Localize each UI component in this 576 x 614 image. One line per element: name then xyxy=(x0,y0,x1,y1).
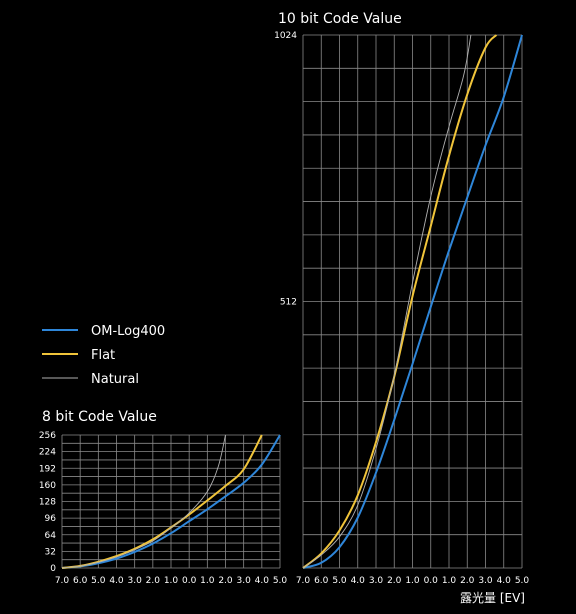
chart10-x-tick-label: 3.0 xyxy=(478,576,493,586)
chart8-x-tick-label: 1.0 xyxy=(164,576,179,586)
chart10-x-tick-label: 2.0 xyxy=(460,576,475,586)
chart8-x-tick-label: 3.0 xyxy=(237,576,252,586)
chart8-y-tick-label: 32 xyxy=(45,547,56,557)
chart8-x-tick-label: 3.0 xyxy=(128,576,143,586)
chart8-x-tick-label: 5.0 xyxy=(91,576,106,586)
chart8-y-tick-label: 256 xyxy=(39,431,56,441)
legend-label-om-log400: OM-Log400 xyxy=(91,324,165,339)
plot-8bit: 7.0 6.0 5.0 4.0 3.0 2.0 1.0 0.0 1.0 2.0 3.0 4.0 5.00… xyxy=(39,431,288,586)
chart8-x-tick-label: 2.0 xyxy=(218,576,233,586)
chart8-y-tick-label: 64 xyxy=(45,531,57,541)
plot-10bit: 7.0 6.0 5.0 4.0 3.0 2.0 1.0 0.0 1.0 2.0 3.0 4.0 5.05… xyxy=(274,31,529,586)
chart10-x-tick-label: 4.0 xyxy=(497,576,512,586)
chart8-series-natural xyxy=(61,434,226,569)
chart8-y-tick-label: 160 xyxy=(39,481,56,491)
chart8-y-tick-label: 224 xyxy=(39,448,56,458)
chart10-x-tick-label: 1.0 xyxy=(405,576,420,586)
chart8-x-tick-label: 1.0 xyxy=(200,576,215,586)
chart10-x-tick-label: 2.0 xyxy=(387,576,402,586)
chart10-series-flat xyxy=(302,34,498,569)
chart10-x-tick-label: 5.0 xyxy=(332,576,347,586)
chart10-y-tick-label: 512 xyxy=(280,298,297,308)
legend-label-natural: Natural xyxy=(91,372,139,387)
chart8-y-tick-label: 0 xyxy=(50,564,56,574)
chart8-series-om-log400 xyxy=(61,434,281,569)
chart10-y-tick-label: 1024 xyxy=(274,31,297,41)
chart10-x-tick-label: 4.0 xyxy=(351,576,366,586)
chart8-x-tick-label: 6.0 xyxy=(73,576,88,586)
chart8-y-tick-label: 128 xyxy=(39,498,56,508)
chart8-x-tick-label: 0.0 xyxy=(182,576,197,586)
legend-label-flat: Flat xyxy=(91,348,115,363)
chart10-x-tick-label: 0.0 xyxy=(424,576,439,586)
legend: OM-Log400 Flat Natural xyxy=(42,324,165,387)
chart10-x-tick-label: 3.0 xyxy=(369,576,384,586)
chart10-x-tick-label: 6.0 xyxy=(314,576,329,586)
chart10-x-tick-label: 5.0 xyxy=(515,576,530,586)
chart8-x-tick-label: 2.0 xyxy=(146,576,161,586)
chart8-x-tick-label: 4.0 xyxy=(255,576,270,586)
chart8-y-tick-label: 96 xyxy=(45,514,57,524)
chart10-x-tick-label: 7.0 xyxy=(296,576,311,586)
chart10-x-tick-label: 1.0 xyxy=(442,576,457,586)
chart8-x-tick-label: 4.0 xyxy=(109,576,124,586)
chart10-series-natural xyxy=(302,34,472,569)
chart-title-8bit: 8 bit Code Value xyxy=(42,409,157,425)
chart8-x-tick-label: 7.0 xyxy=(55,576,70,586)
chart8-series-flat xyxy=(61,434,263,569)
chart10-series-om-log400 xyxy=(302,34,523,569)
chart8-y-tick-label: 192 xyxy=(39,464,56,474)
chart-title-10bit: 10 bit Code Value xyxy=(278,11,402,27)
chart8-x-tick-label: 5.0 xyxy=(273,576,288,586)
x-axis-label: 露光量 [EV] xyxy=(460,591,525,605)
